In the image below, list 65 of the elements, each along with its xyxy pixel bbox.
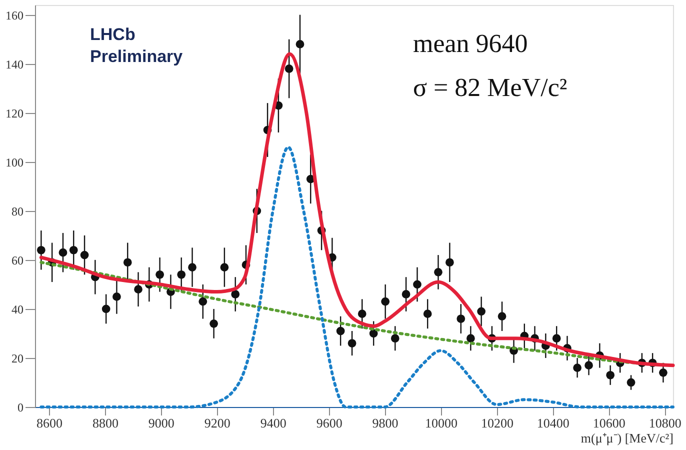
point bbox=[134, 285, 142, 294]
point bbox=[80, 250, 89, 260]
point bbox=[210, 319, 218, 328]
point bbox=[552, 334, 561, 343]
annotation: LHCb bbox=[90, 25, 136, 44]
point bbox=[498, 312, 506, 320]
x-tick-label: 9200 bbox=[204, 416, 230, 430]
y-tick-label: 60 bbox=[12, 253, 24, 268]
point bbox=[477, 307, 486, 316]
y-tick-label: 40 bbox=[12, 302, 24, 316]
point bbox=[573, 364, 582, 372]
x-tick-label: 9000 bbox=[148, 416, 174, 430]
point bbox=[358, 310, 366, 318]
point bbox=[231, 290, 240, 298]
y-tick-label: 160 bbox=[6, 8, 24, 22]
y-tick-label: 100 bbox=[6, 155, 24, 170]
y-tick-label: 120 bbox=[6, 106, 24, 120]
point bbox=[112, 292, 121, 301]
x-tick-label: 10200 bbox=[480, 416, 514, 430]
annotation: σ = 82 MeV/c² bbox=[413, 73, 568, 102]
point bbox=[606, 370, 614, 380]
point bbox=[296, 40, 304, 48]
point bbox=[123, 258, 132, 267]
x-tick-label: 10000 bbox=[424, 416, 458, 430]
point bbox=[177, 270, 186, 279]
point bbox=[456, 314, 466, 323]
point bbox=[626, 378, 636, 387]
point bbox=[402, 290, 410, 298]
y-tick-label: 80 bbox=[12, 204, 24, 218]
annotation: mean 9640 bbox=[413, 29, 528, 58]
x-tick-label: 8600 bbox=[36, 416, 62, 430]
point bbox=[220, 263, 229, 272]
point bbox=[584, 361, 593, 370]
point bbox=[348, 339, 356, 348]
point bbox=[188, 263, 196, 272]
point bbox=[198, 297, 208, 306]
point bbox=[381, 297, 390, 306]
point bbox=[446, 258, 454, 267]
line-series bbox=[40, 146, 674, 408]
point bbox=[434, 268, 442, 276]
point bbox=[466, 334, 475, 343]
annotation: Preliminary bbox=[90, 47, 184, 66]
x-tick-label: 8800 bbox=[92, 416, 118, 430]
point bbox=[69, 246, 78, 254]
point bbox=[369, 329, 378, 338]
point bbox=[36, 246, 46, 254]
x-tick-label: 9600 bbox=[316, 416, 342, 430]
point bbox=[156, 270, 164, 279]
x-tick-label: 10800 bbox=[648, 416, 682, 430]
point bbox=[390, 334, 400, 343]
point bbox=[423, 310, 432, 318]
point bbox=[102, 304, 110, 314]
x-tick-label: 9800 bbox=[372, 416, 398, 430]
x-tick-label: 10600 bbox=[592, 416, 626, 430]
point bbox=[413, 280, 422, 289]
y-tick-label: 20 bbox=[12, 351, 24, 366]
x-tick-label: 9400 bbox=[260, 416, 286, 430]
x-tick-label: 10400 bbox=[536, 416, 570, 430]
point bbox=[284, 64, 294, 73]
y-tick-label: 140 bbox=[6, 57, 24, 72]
point bbox=[58, 248, 68, 257]
point bbox=[336, 326, 345, 336]
point bbox=[659, 368, 668, 377]
x-axis-title: m(μ⁺μ⁻) [MeV/c²] bbox=[580, 430, 674, 446]
y-tick-label: 0 bbox=[18, 400, 24, 414]
